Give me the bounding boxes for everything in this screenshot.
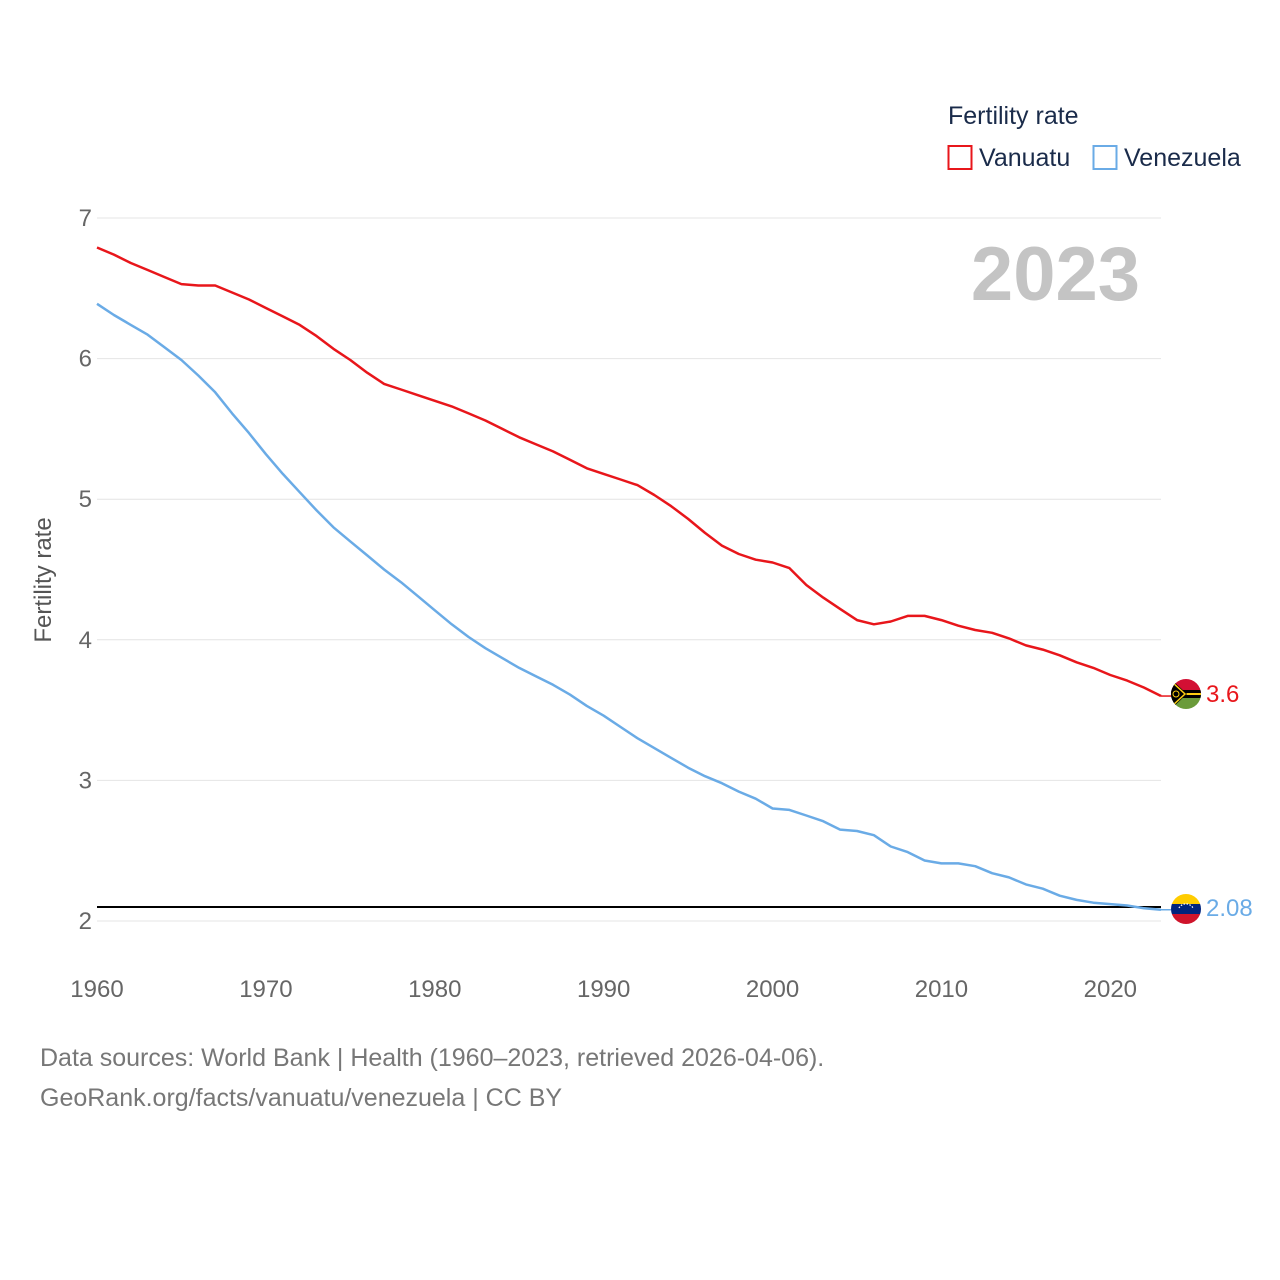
year-label: 2023 xyxy=(971,232,1140,317)
legend-swatch-venezuela xyxy=(1092,145,1118,170)
venezuela-flag-icon xyxy=(1171,894,1201,924)
venezuela-line[interactable] xyxy=(96,302,1162,912)
legend-label-venezuela: Venezuela xyxy=(1124,144,1241,172)
legend: Fertility rate Vanuatu Venezuela xyxy=(947,102,1241,172)
license-line[interactable]: GeoRank.org/facts/vanuatu/venezuela | CC… xyxy=(40,1084,563,1112)
x-tick-label: 2010 xyxy=(915,976,968,1003)
venezuela-end-value: 2.08 xyxy=(1206,895,1253,922)
x-tick-label: 2000 xyxy=(746,976,799,1003)
y-tick-label: 3 xyxy=(79,767,92,794)
legend-title: Fertility rate xyxy=(948,102,1079,130)
x-tick-label: 2020 xyxy=(1084,976,1137,1003)
y-tick-label: 6 xyxy=(79,346,92,373)
y-axis-ticks: 2 3 4 5 6 7 xyxy=(79,205,92,935)
y-tick-label: 4 xyxy=(79,627,92,654)
source-line: Data sources: World Bank | Health (1960–… xyxy=(40,1044,825,1072)
y-tick-label: 7 xyxy=(79,205,92,232)
legend-swatch-vanuatu xyxy=(947,145,973,170)
y-tick-label: 5 xyxy=(79,486,92,513)
legend-item-venezuela[interactable]: Venezuela xyxy=(1092,144,1241,172)
legend-label-vanuatu: Vanuatu xyxy=(979,144,1070,172)
legend-item-vanuatu[interactable]: Vanuatu xyxy=(947,144,1071,172)
x-tick-label: 1970 xyxy=(239,976,292,1003)
vanuatu-end-value: 3.6 xyxy=(1206,681,1239,708)
x-axis-ticks: 1960 1970 1980 1990 2000 2010 2020 xyxy=(70,976,1137,1003)
x-tick-label: 1990 xyxy=(577,976,630,1003)
x-tick-label: 1980 xyxy=(408,976,461,1003)
y-axis-title: Fertility rate xyxy=(30,517,57,642)
vanuatu-line[interactable] xyxy=(96,246,1162,698)
vanuatu-flag-icon xyxy=(1171,679,1201,709)
gridlines xyxy=(97,217,1161,922)
x-tick-label: 1960 xyxy=(70,976,123,1003)
y-tick-label: 2 xyxy=(79,908,92,935)
